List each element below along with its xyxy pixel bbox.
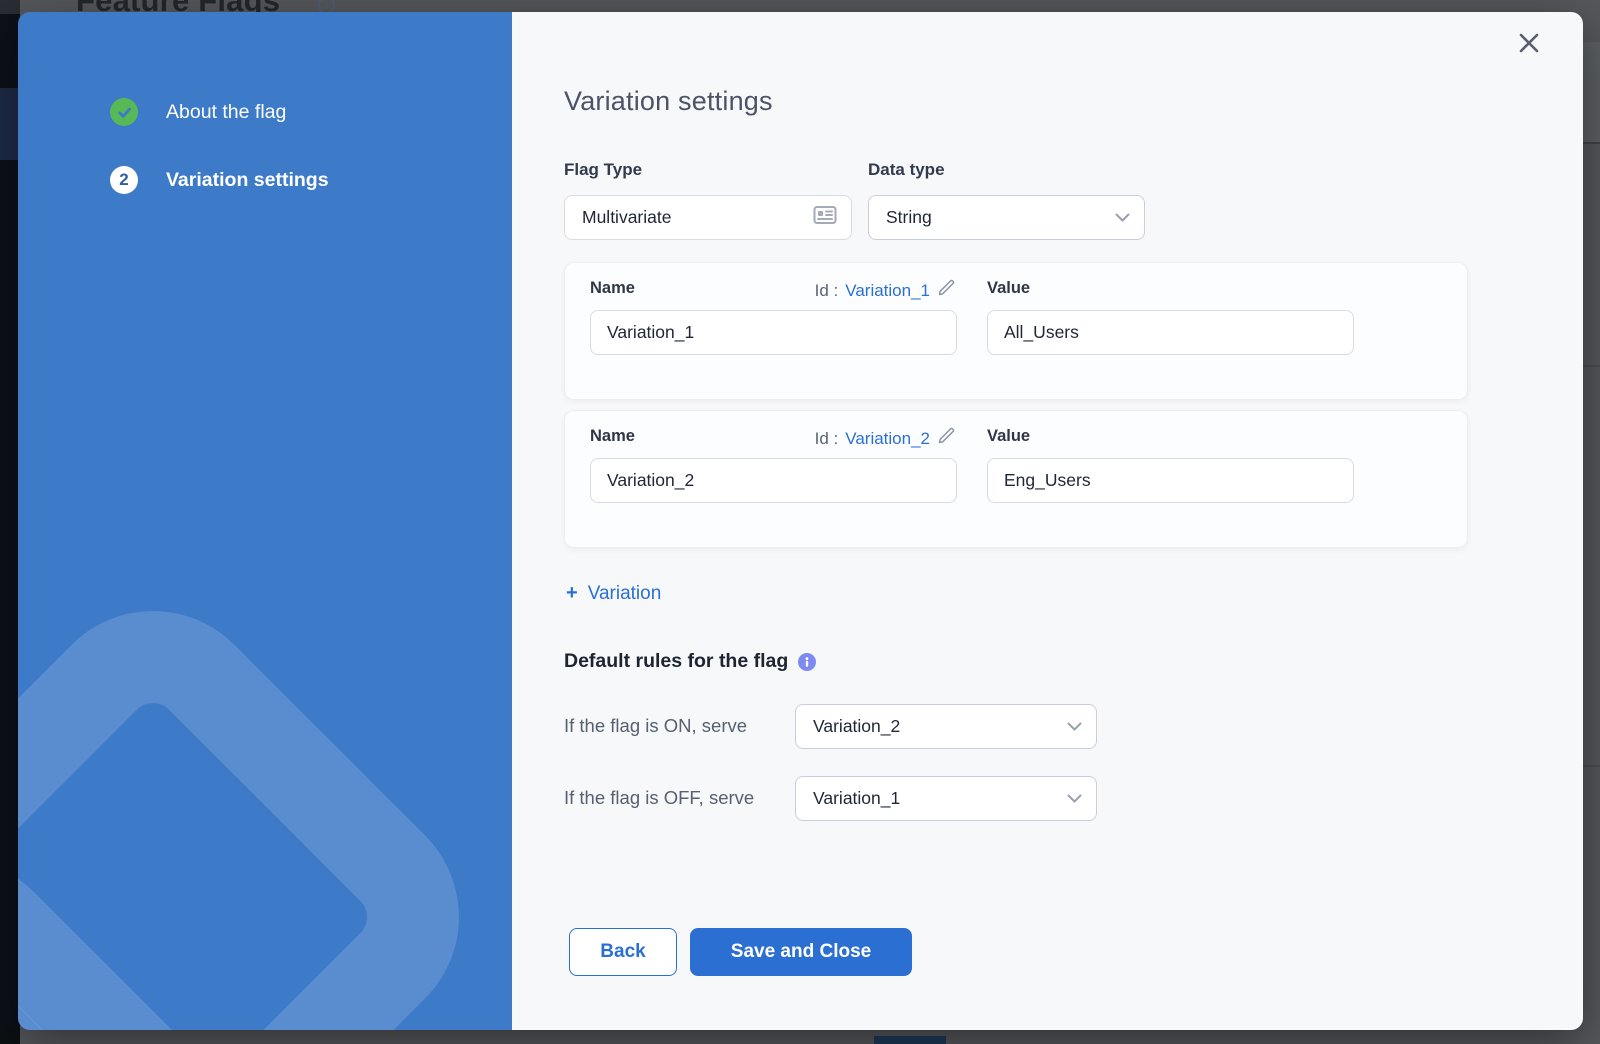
background-left-corner <box>0 0 20 14</box>
check-circle-icon <box>110 98 138 126</box>
step-label: Variation settings <box>166 168 329 191</box>
flag-type-field: Multivariate <box>564 195 852 240</box>
name-label: Name <box>590 279 635 297</box>
edit-pencil-icon[interactable] <box>937 427 955 450</box>
flag-on-serve-select[interactable]: Variation_2 <box>795 704 1097 749</box>
background-divider <box>1583 765 1600 767</box>
value-label: Value <box>987 279 1031 297</box>
id-prefix-label: Id : <box>814 280 839 300</box>
background-bottom-corner <box>0 1030 20 1044</box>
flag-off-serve-value: Variation_1 <box>813 788 901 808</box>
variation-id-link[interactable]: Variation_1 <box>845 280 930 300</box>
close-icon[interactable] <box>1516 30 1542 56</box>
create-flag-modal: About the flag 2 Variation settings Vari… <box>18 12 1583 1030</box>
info-icon[interactable] <box>798 652 817 671</box>
variation-name-input[interactable] <box>590 310 957 355</box>
plus-icon: + <box>566 582 578 604</box>
chevron-down-icon <box>1067 716 1082 737</box>
variation-id-link[interactable]: Variation_2 <box>845 428 930 448</box>
add-variation-button[interactable]: + Variation <box>566 582 661 605</box>
default-rules-text: Default rules for the flag <box>564 650 789 672</box>
background-selected-nav-item <box>0 88 20 160</box>
flag-on-serve-value: Variation_2 <box>813 716 901 736</box>
flag-type-label: Flag Type <box>564 160 643 179</box>
page-title: Variation settings <box>564 86 773 116</box>
variation-settings-panel: Variation settings Flag Type Data type M… <box>512 12 1583 1030</box>
default-rules-heading: Default rules for the flag <box>564 650 817 673</box>
flag-off-rule-label: If the flag is OFF, serve <box>564 787 755 808</box>
variation-name-input[interactable] <box>590 458 957 503</box>
wizard-steps: About the flag 2 Variation settings <box>110 98 329 194</box>
chevron-down-icon <box>1067 788 1082 809</box>
edit-pencil-icon[interactable] <box>937 279 955 302</box>
step-about-the-flag[interactable]: About the flag <box>110 98 329 126</box>
save-and-close-button[interactable]: Save and Close <box>690 928 912 976</box>
variation-id-group: Id : Variation_2 <box>815 427 955 450</box>
wizard-sidebar: About the flag 2 Variation settings <box>18 12 512 1030</box>
multivariate-card-icon <box>813 205 837 230</box>
flag-type-value: Multivariate <box>582 207 672 227</box>
background-bottom-button <box>874 1036 946 1044</box>
variation-card: Name Id : Variation_1 Value <box>564 262 1468 400</box>
background-right-strip <box>1583 42 1600 142</box>
flag-off-serve-select[interactable]: Variation_1 <box>795 776 1097 821</box>
data-type-value: String <box>886 207 932 227</box>
background-divider <box>1583 142 1600 144</box>
flag-on-rule-label: If the flag is ON, serve <box>564 715 748 736</box>
step-number-badge: 2 <box>110 166 138 194</box>
back-button[interactable]: Back <box>569 928 677 976</box>
name-label: Name <box>590 427 635 445</box>
variation-card: Name Id : Variation_2 Value <box>564 410 1468 548</box>
chevron-down-icon <box>1115 207 1130 228</box>
background-left-sidebar <box>0 0 20 1044</box>
step-variation-settings[interactable]: 2 Variation settings <box>110 166 329 194</box>
add-variation-label: Variation <box>587 582 662 604</box>
data-type-select[interactable]: String <box>868 195 1145 240</box>
background-divider <box>1583 365 1600 367</box>
value-label: Value <box>987 427 1031 445</box>
step-label: About the flag <box>166 100 287 123</box>
id-prefix-label: Id : <box>814 428 839 448</box>
data-type-label: Data type <box>868 160 945 179</box>
variation-value-input[interactable] <box>987 310 1354 355</box>
variation-value-input[interactable] <box>987 458 1354 503</box>
variation-id-group: Id : Variation_1 <box>815 279 955 302</box>
